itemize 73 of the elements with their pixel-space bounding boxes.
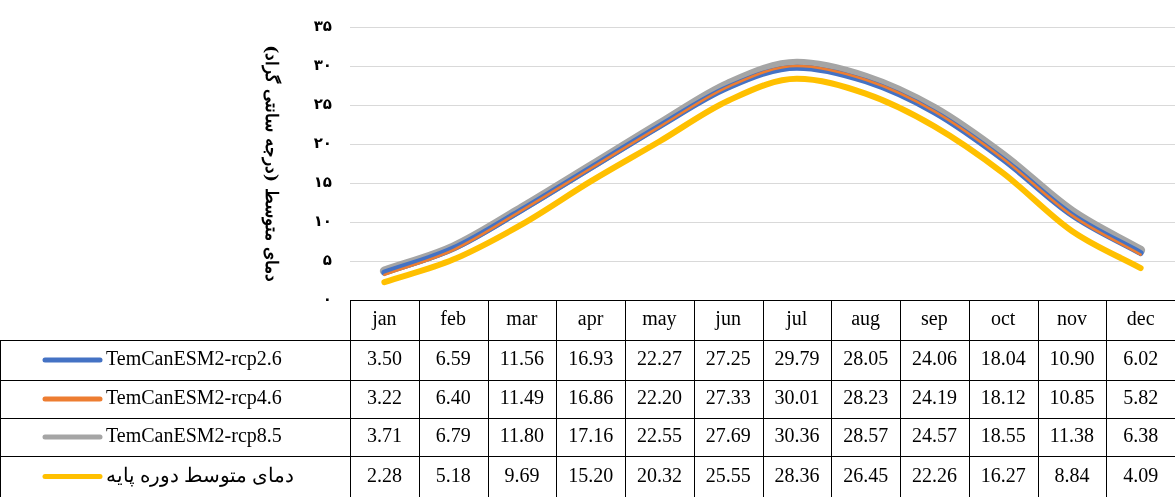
x-tick-label: may bbox=[642, 307, 677, 331]
data-label: 28.23 bbox=[843, 386, 889, 409]
x-tick-label: nov bbox=[1056, 307, 1087, 330]
data-label: 3.71 bbox=[366, 424, 402, 447]
data-label: 30.36 bbox=[774, 424, 820, 447]
data-label: 16.86 bbox=[568, 386, 614, 409]
data-label: 6.38 bbox=[1123, 424, 1159, 447]
data-label: 18.12 bbox=[980, 386, 1026, 409]
x-tick-label: apr bbox=[577, 307, 604, 331]
data-label: 22.27 bbox=[636, 347, 682, 370]
data-label: 28.05 bbox=[843, 347, 889, 370]
y-axis-title: دمای متوسط (درجه سانتی گراد) bbox=[260, 45, 282, 282]
x-tick-label: mar bbox=[506, 307, 538, 330]
data-label: 6.40 bbox=[435, 386, 471, 409]
data-label: 22.26 bbox=[911, 463, 957, 486]
data-label: 18.55 bbox=[980, 424, 1026, 447]
data-label: 11.56 bbox=[499, 347, 545, 370]
data-label: 6.79 bbox=[435, 424, 471, 447]
data-label: 27.33 bbox=[705, 386, 751, 409]
y-tick-label: ۳۵ bbox=[313, 16, 332, 35]
data-label: 10.85 bbox=[1049, 386, 1095, 409]
y-tick-label: ۲۰ bbox=[313, 133, 332, 152]
data-label: 6.02 bbox=[1123, 347, 1159, 370]
x-tick-label: jul bbox=[785, 307, 808, 331]
data-label: 28.36 bbox=[774, 463, 820, 486]
x-tick-label: jan bbox=[371, 307, 397, 331]
y-tick-label: ۲۵ bbox=[313, 94, 332, 113]
data-label: 2.28 bbox=[366, 463, 402, 486]
data-label: 27.69 bbox=[705, 424, 751, 447]
x-tick-label: dec bbox=[1126, 307, 1155, 330]
y-tick-label: ۱۰ bbox=[313, 211, 332, 230]
y-tick-label: ۳۰ bbox=[313, 55, 332, 74]
data-label: 22.20 bbox=[636, 386, 682, 409]
data-label: 16.27 bbox=[980, 463, 1026, 486]
data-label: 22.55 bbox=[636, 424, 682, 447]
data-label: 4.09 bbox=[1123, 463, 1159, 486]
data-label: 20.32 bbox=[636, 463, 682, 486]
legend-label: TemCanESM2-rcp8.5 bbox=[106, 424, 282, 448]
x-tick-label: aug bbox=[851, 307, 881, 331]
data-label: 25.55 bbox=[705, 463, 751, 486]
data-label: 9.69 bbox=[504, 463, 540, 486]
data-label: 26.45 bbox=[843, 463, 889, 486]
y-tick-label: ۰ bbox=[322, 289, 332, 308]
x-tick-label: jun bbox=[714, 307, 741, 331]
data-label: 6.59 bbox=[435, 347, 471, 370]
data-label: 11.80 bbox=[499, 424, 545, 447]
legend-label: TemCanESM2-rcp2.6 bbox=[106, 347, 282, 371]
data-label: 10.90 bbox=[1049, 347, 1095, 370]
data-label: 16.93 bbox=[568, 347, 614, 370]
data-label: 27.25 bbox=[705, 347, 751, 370]
data-label: 17.16 bbox=[568, 424, 614, 447]
data-label: 5.82 bbox=[1123, 386, 1159, 409]
data-label: 8.84 bbox=[1054, 463, 1090, 486]
data-label: 3.22 bbox=[366, 386, 402, 409]
x-tick-label: feb bbox=[440, 307, 466, 330]
data-label: 15.20 bbox=[568, 463, 614, 486]
data-label: 11.38 bbox=[1049, 424, 1095, 447]
y-tick-label: ۵ bbox=[322, 250, 332, 269]
data-label: 24.19 bbox=[911, 386, 957, 409]
x-tick-label: oct bbox=[990, 307, 1016, 330]
data-label: 24.57 bbox=[911, 424, 957, 447]
data-label: 28.57 bbox=[843, 424, 889, 447]
data-label: 30.01 bbox=[774, 386, 820, 409]
data-label: 3.50 bbox=[366, 347, 402, 370]
data-label: 18.04 bbox=[980, 347, 1026, 370]
data-label: 29.79 bbox=[774, 347, 820, 370]
legend-label: دمای متوسط دوره پایه bbox=[106, 463, 294, 487]
data-label: 11.49 bbox=[499, 386, 545, 409]
legend-label: TemCanESM2-rcp4.6 bbox=[106, 386, 282, 410]
data-label: 5.18 bbox=[435, 463, 471, 486]
x-tick-label: sep bbox=[921, 307, 948, 331]
data-label: 24.06 bbox=[911, 347, 957, 370]
y-tick-label: ۱۵ bbox=[313, 172, 332, 191]
